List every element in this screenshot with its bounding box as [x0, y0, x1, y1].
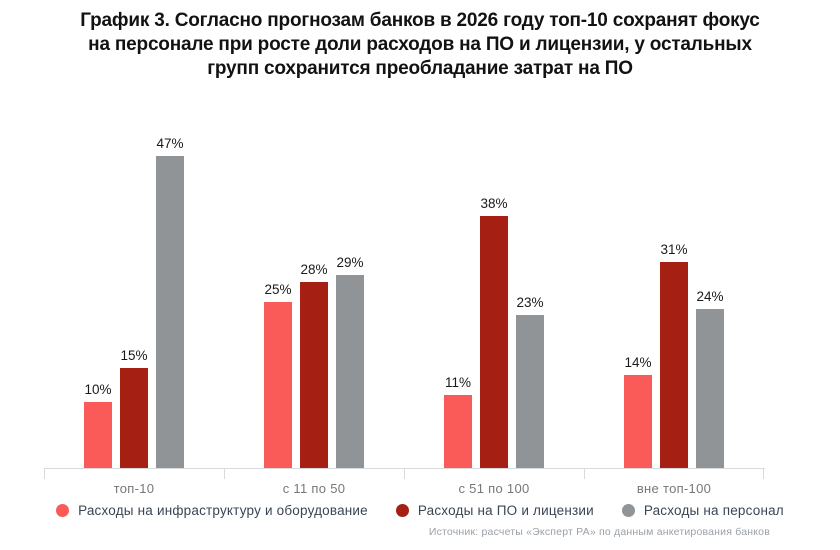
- source-note: Источник: расчеты «Эксперт РА» по данным…: [428, 526, 770, 538]
- plot-area: 10% 15% 47% 25% 28% 29% 11% 38% 23% 14% 31% 24%: [44, 128, 765, 468]
- bar-value-label: 31%: [660, 242, 688, 258]
- bar-infrastructure: [84, 401, 112, 468]
- chart-title-line-3: групп сохранится преобладание затрат на …: [207, 58, 633, 79]
- bar-value-label: 28%: [300, 262, 328, 278]
- legend-item-infrastructure: Расходы на инфраструктуру и оборудование: [56, 503, 368, 518]
- bar-infrastructure: [264, 302, 292, 468]
- bar-group: 11% 38% 23%: [404, 128, 584, 468]
- bar-software: [660, 262, 688, 468]
- bar-value-label: 23%: [516, 295, 544, 311]
- bar-group: 14% 31% 24%: [584, 128, 764, 468]
- legend: Расходы на инфраструктуру и оборудование…: [0, 503, 840, 518]
- chart-title-line-2: на персонале при росте доли расходов на …: [88, 34, 752, 55]
- bar-value-label: 10%: [84, 381, 112, 397]
- x-axis: [44, 468, 765, 479]
- axis-tick: [584, 469, 585, 479]
- legend-label: Расходы на ПО и лицензии: [417, 503, 594, 518]
- category-axis-labels: топ-10 с 11 по 50 с 51 по 100 вне топ-100: [44, 478, 765, 496]
- bar-value-label: 15%: [120, 348, 148, 364]
- bar-column-software: 15%: [120, 348, 148, 468]
- axis-tick: [404, 469, 405, 479]
- bar-column-infrastructure: 14%: [624, 355, 652, 468]
- legend-label: Расходы на инфраструктуру и оборудование: [78, 503, 368, 518]
- bar-software: [300, 282, 328, 468]
- bar-software: [480, 215, 508, 468]
- bar-column-software: 38%: [480, 196, 508, 468]
- legend-dot-icon: [621, 504, 635, 517]
- bar-infrastructure: [444, 394, 472, 468]
- legend-label: Расходы на персонал: [643, 503, 784, 518]
- bar-column-infrastructure: 25%: [264, 282, 292, 468]
- bar-column-personnel: 23%: [516, 295, 544, 468]
- bar-column-personnel: 29%: [336, 255, 364, 468]
- bar-infrastructure: [624, 375, 652, 468]
- legend-item-software: Расходы на ПО и лицензии: [395, 503, 594, 518]
- category-label: вне топ-100: [636, 481, 712, 496]
- category-label: топ-10: [113, 481, 155, 496]
- bar-personnel: [516, 315, 544, 468]
- bar-value-label: 25%: [264, 282, 292, 297]
- legend-item-personnel: Расходы на персонал: [621, 503, 784, 518]
- bar-column-personnel: 47%: [156, 136, 184, 468]
- chart-title-line-1: График 3. Согласно прогнозам банков в 20…: [80, 10, 760, 31]
- bar-chart: 10% 15% 47% 25% 28% 29% 11% 38% 23% 14% 31% 24% топ…: [44, 128, 765, 496]
- axis-tick: [44, 469, 45, 479]
- bar-column-software: 28%: [300, 262, 328, 468]
- axis-tick: [224, 469, 225, 479]
- bar-personnel: [336, 275, 364, 468]
- axis-tick: [763, 469, 764, 479]
- bar-group: 25% 28% 29%: [224, 128, 404, 468]
- bar-personnel: [156, 155, 184, 468]
- bar-column-infrastructure: 10%: [84, 382, 112, 468]
- bar-software: [120, 368, 148, 468]
- bar-value-label: 11%: [444, 374, 472, 390]
- bar-column-software: 31%: [660, 242, 688, 468]
- chart-title: График 3. Согласно прогнозам банков в 20…: [0, 9, 840, 81]
- bar-value-label: 47%: [156, 135, 184, 151]
- bar-value-label: 38%: [480, 195, 508, 211]
- bar-value-label: 29%: [336, 255, 364, 271]
- category-label: с 51 по 100: [458, 481, 530, 496]
- bar-column-personnel: 24%: [696, 289, 724, 468]
- bar-group: 10% 15% 47%: [44, 128, 224, 468]
- legend-dot-icon: [56, 504, 70, 517]
- category-label: с 11 по 50: [282, 481, 346, 496]
- bar-column-infrastructure: 11%: [444, 375, 472, 468]
- legend-dot-icon: [395, 504, 409, 517]
- bar-value-label: 24%: [696, 288, 724, 304]
- bar-personnel: [696, 308, 724, 468]
- bar-value-label: 14%: [624, 355, 652, 371]
